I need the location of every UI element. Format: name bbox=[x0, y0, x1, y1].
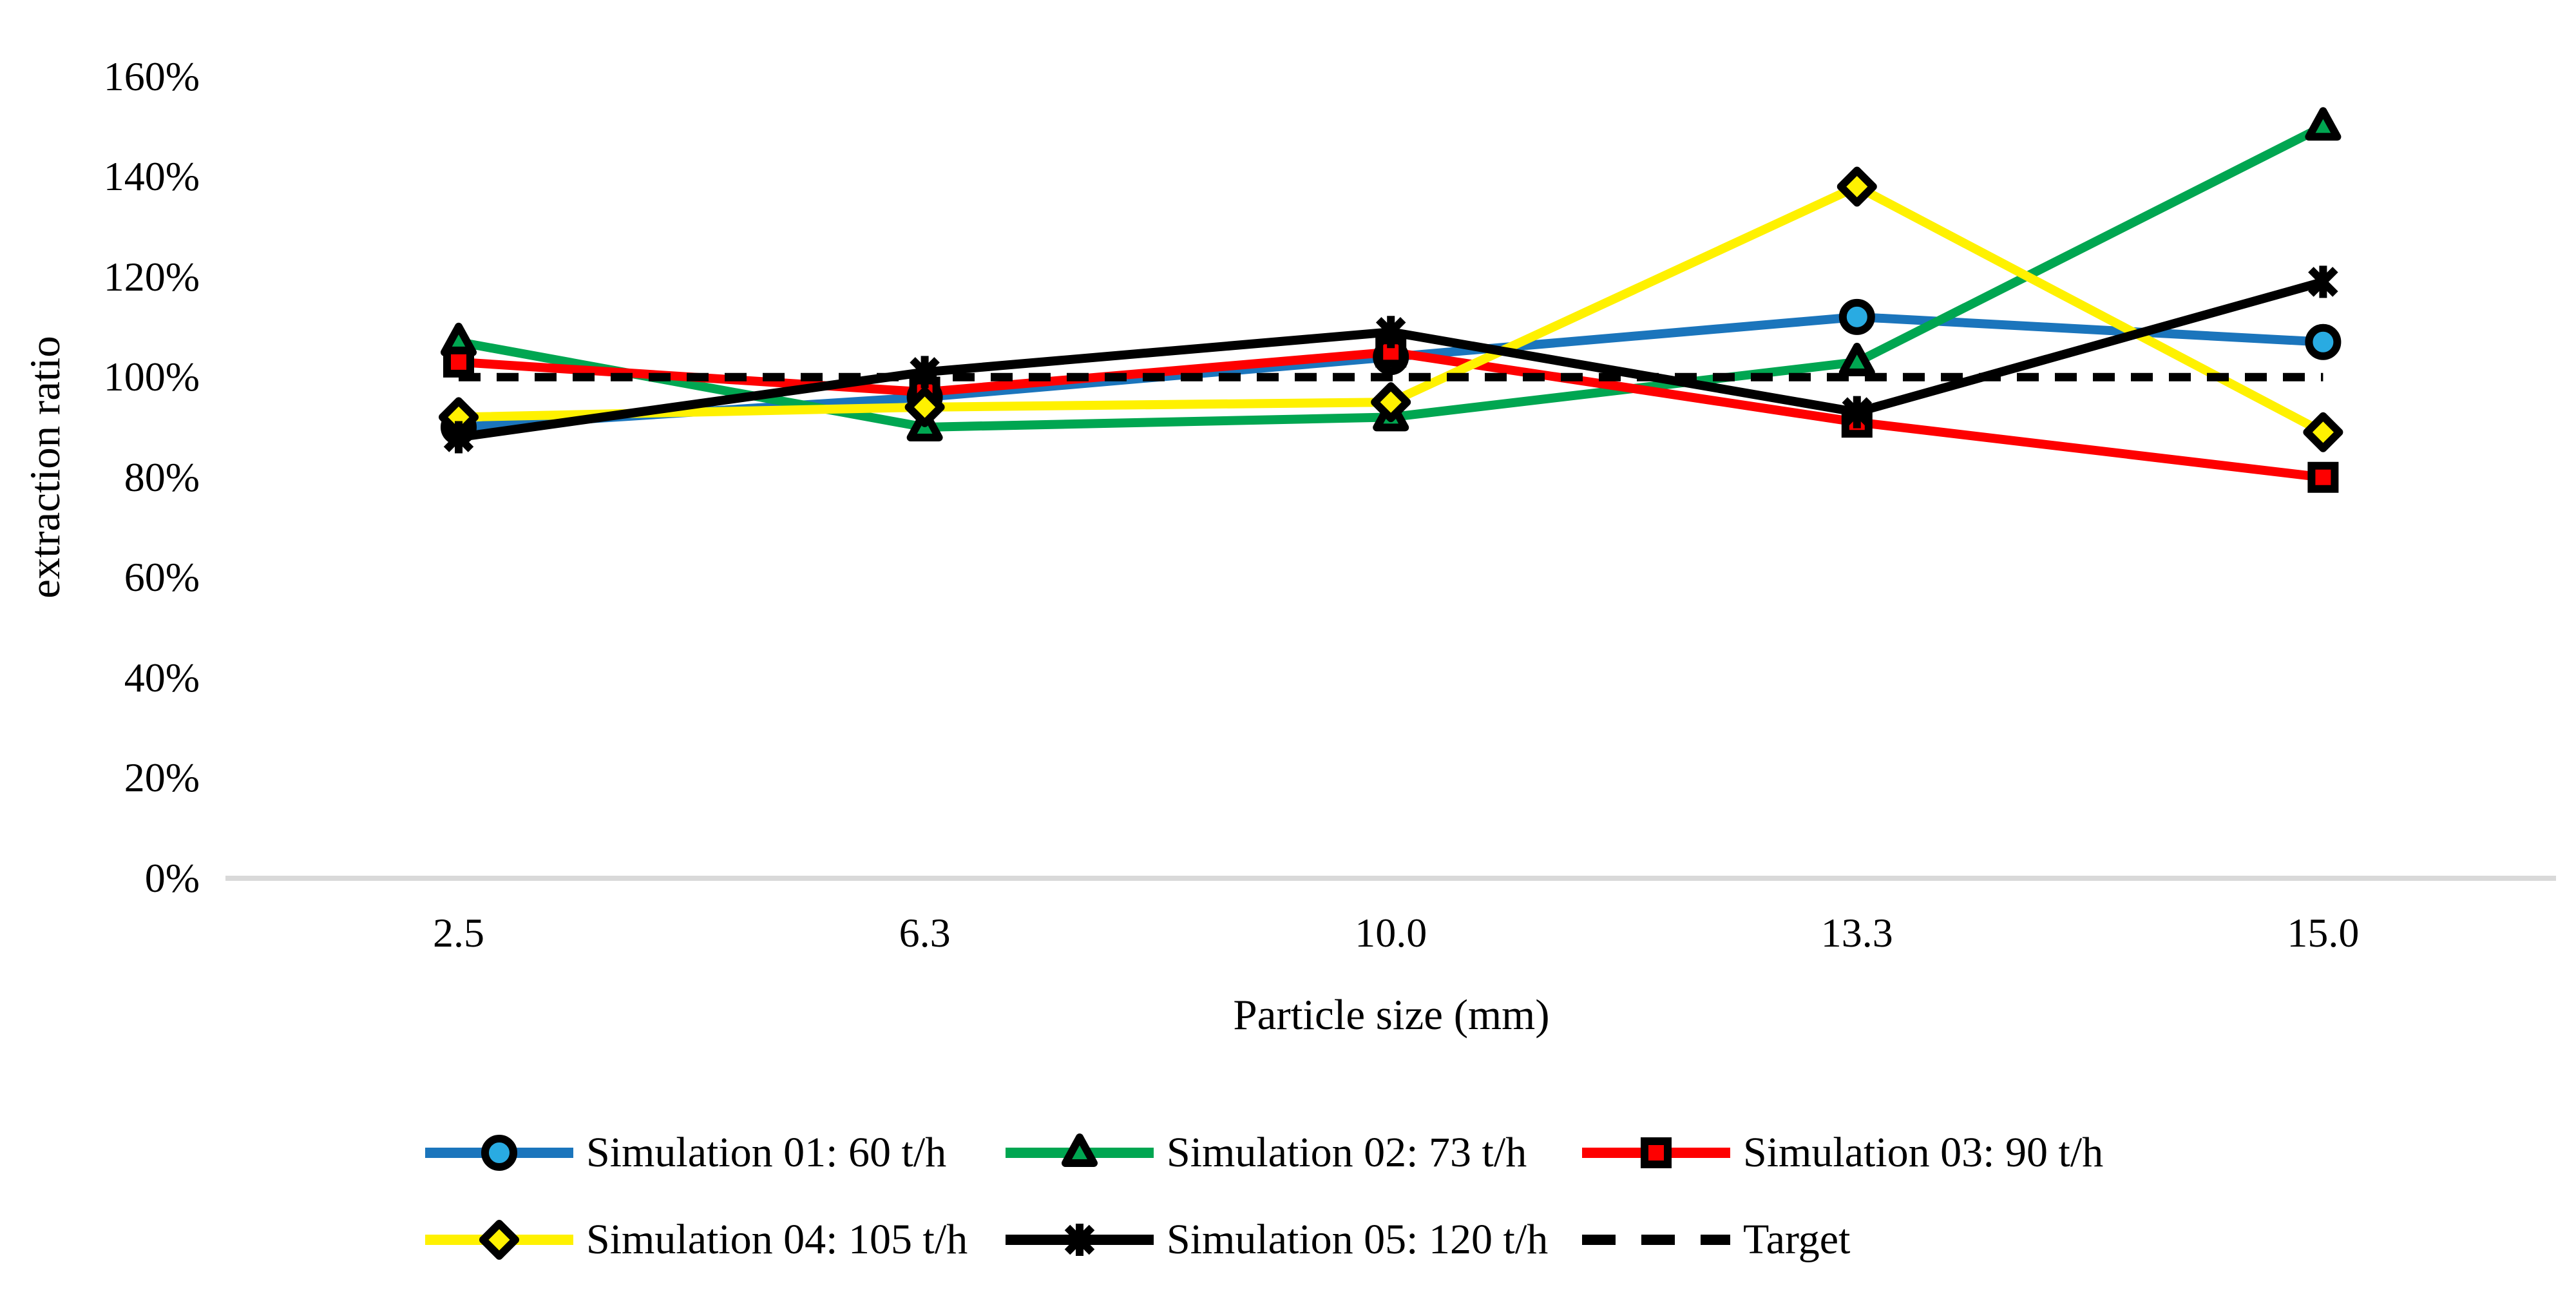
y-tick-label-7: 140% bbox=[103, 153, 200, 200]
legend-item-3: Simulation 04: 105 t/h bbox=[425, 1209, 968, 1271]
marker-triangle-series1-pt3 bbox=[1838, 342, 1875, 376]
legend-swatch-square bbox=[1582, 1137, 1730, 1168]
marker-circle-series0-pt3 bbox=[1838, 298, 1875, 335]
y-tick-label-5: 100% bbox=[103, 354, 200, 400]
legend-swatch-circle bbox=[425, 1135, 573, 1171]
legend-swatch-triangle bbox=[1006, 1133, 1154, 1167]
y-tick-label-0: 0% bbox=[144, 855, 200, 901]
marker-asterisk-series4-pt3 bbox=[1842, 396, 1873, 429]
legend-marker-asterisk bbox=[1064, 1224, 1095, 1256]
marker-diamond-series3-pt4 bbox=[2303, 412, 2343, 452]
legend-label-2: Simulation 03: 90 t/h bbox=[1743, 1129, 2104, 1176]
x-tick-label-1: 6.3 bbox=[899, 910, 951, 956]
marker-square-series2-pt4 bbox=[2307, 461, 2339, 493]
y-axis-title: extraction ratio bbox=[21, 336, 69, 599]
marker-asterisk-series4-pt4 bbox=[2308, 265, 2338, 298]
marker-triangle-series1-pt4 bbox=[2305, 107, 2342, 141]
legend-swatch-diamond bbox=[425, 1220, 573, 1260]
marker-asterisk-series4-pt1 bbox=[910, 356, 940, 389]
legend-label-1: Simulation 02: 73 t/h bbox=[1167, 1129, 1527, 1176]
y-tick-label-8: 160% bbox=[103, 53, 200, 99]
marker-circle-series0-pt4 bbox=[2305, 323, 2342, 360]
y-tick-label-2: 40% bbox=[124, 654, 200, 700]
marker-diamond-series3-pt1 bbox=[904, 387, 945, 427]
x-axis-title: Particle size (mm) bbox=[1233, 991, 1550, 1039]
legend-item-0: Simulation 01: 60 t/h bbox=[425, 1122, 946, 1184]
legend-item-4: Simulation 05: 120 t/h bbox=[1006, 1209, 1548, 1271]
legend-label-5: Target bbox=[1743, 1216, 1851, 1263]
marker-asterisk-series4-pt2 bbox=[1375, 316, 1406, 349]
marker-diamond-series3-pt2 bbox=[1371, 382, 1411, 423]
legend-item-1: Simulation 02: 73 t/h bbox=[1006, 1122, 1527, 1184]
y-tick-label-4: 80% bbox=[124, 454, 200, 500]
legend-item-5: Target bbox=[1582, 1209, 1850, 1271]
legend-item-2: Simulation 03: 90 t/h bbox=[1582, 1122, 2103, 1184]
legend-marker-circle bbox=[481, 1135, 517, 1171]
marker-diamond-series3-pt3 bbox=[1837, 166, 1877, 207]
legend-swatch-asterisk bbox=[1006, 1224, 1154, 1256]
x-tick-label-4: 15.0 bbox=[2287, 910, 2360, 956]
y-tick-label-6: 120% bbox=[103, 253, 200, 300]
x-tick-label-0: 2.5 bbox=[433, 910, 484, 956]
legend-marker-diamond bbox=[479, 1220, 519, 1260]
x-tick-label-3: 13.3 bbox=[1820, 910, 1893, 956]
legend-label-4: Simulation 05: 120 t/h bbox=[1167, 1216, 1549, 1263]
y-tick-label-1: 20% bbox=[124, 755, 200, 801]
legend-swatch-dashed bbox=[1582, 1235, 1730, 1245]
x-tick-label-2: 10.0 bbox=[1355, 910, 1427, 956]
legend-marker-triangle bbox=[1062, 1133, 1098, 1167]
legend-marker-square bbox=[1641, 1137, 1672, 1168]
marker-square-series2-pt0 bbox=[443, 346, 474, 378]
marker-asterisk-series4-pt0 bbox=[443, 421, 474, 454]
legend-label-0: Simulation 01: 60 t/h bbox=[586, 1129, 947, 1176]
legend-label-3: Simulation 04: 105 t/h bbox=[586, 1216, 968, 1263]
y-tick-label-3: 60% bbox=[124, 554, 200, 601]
